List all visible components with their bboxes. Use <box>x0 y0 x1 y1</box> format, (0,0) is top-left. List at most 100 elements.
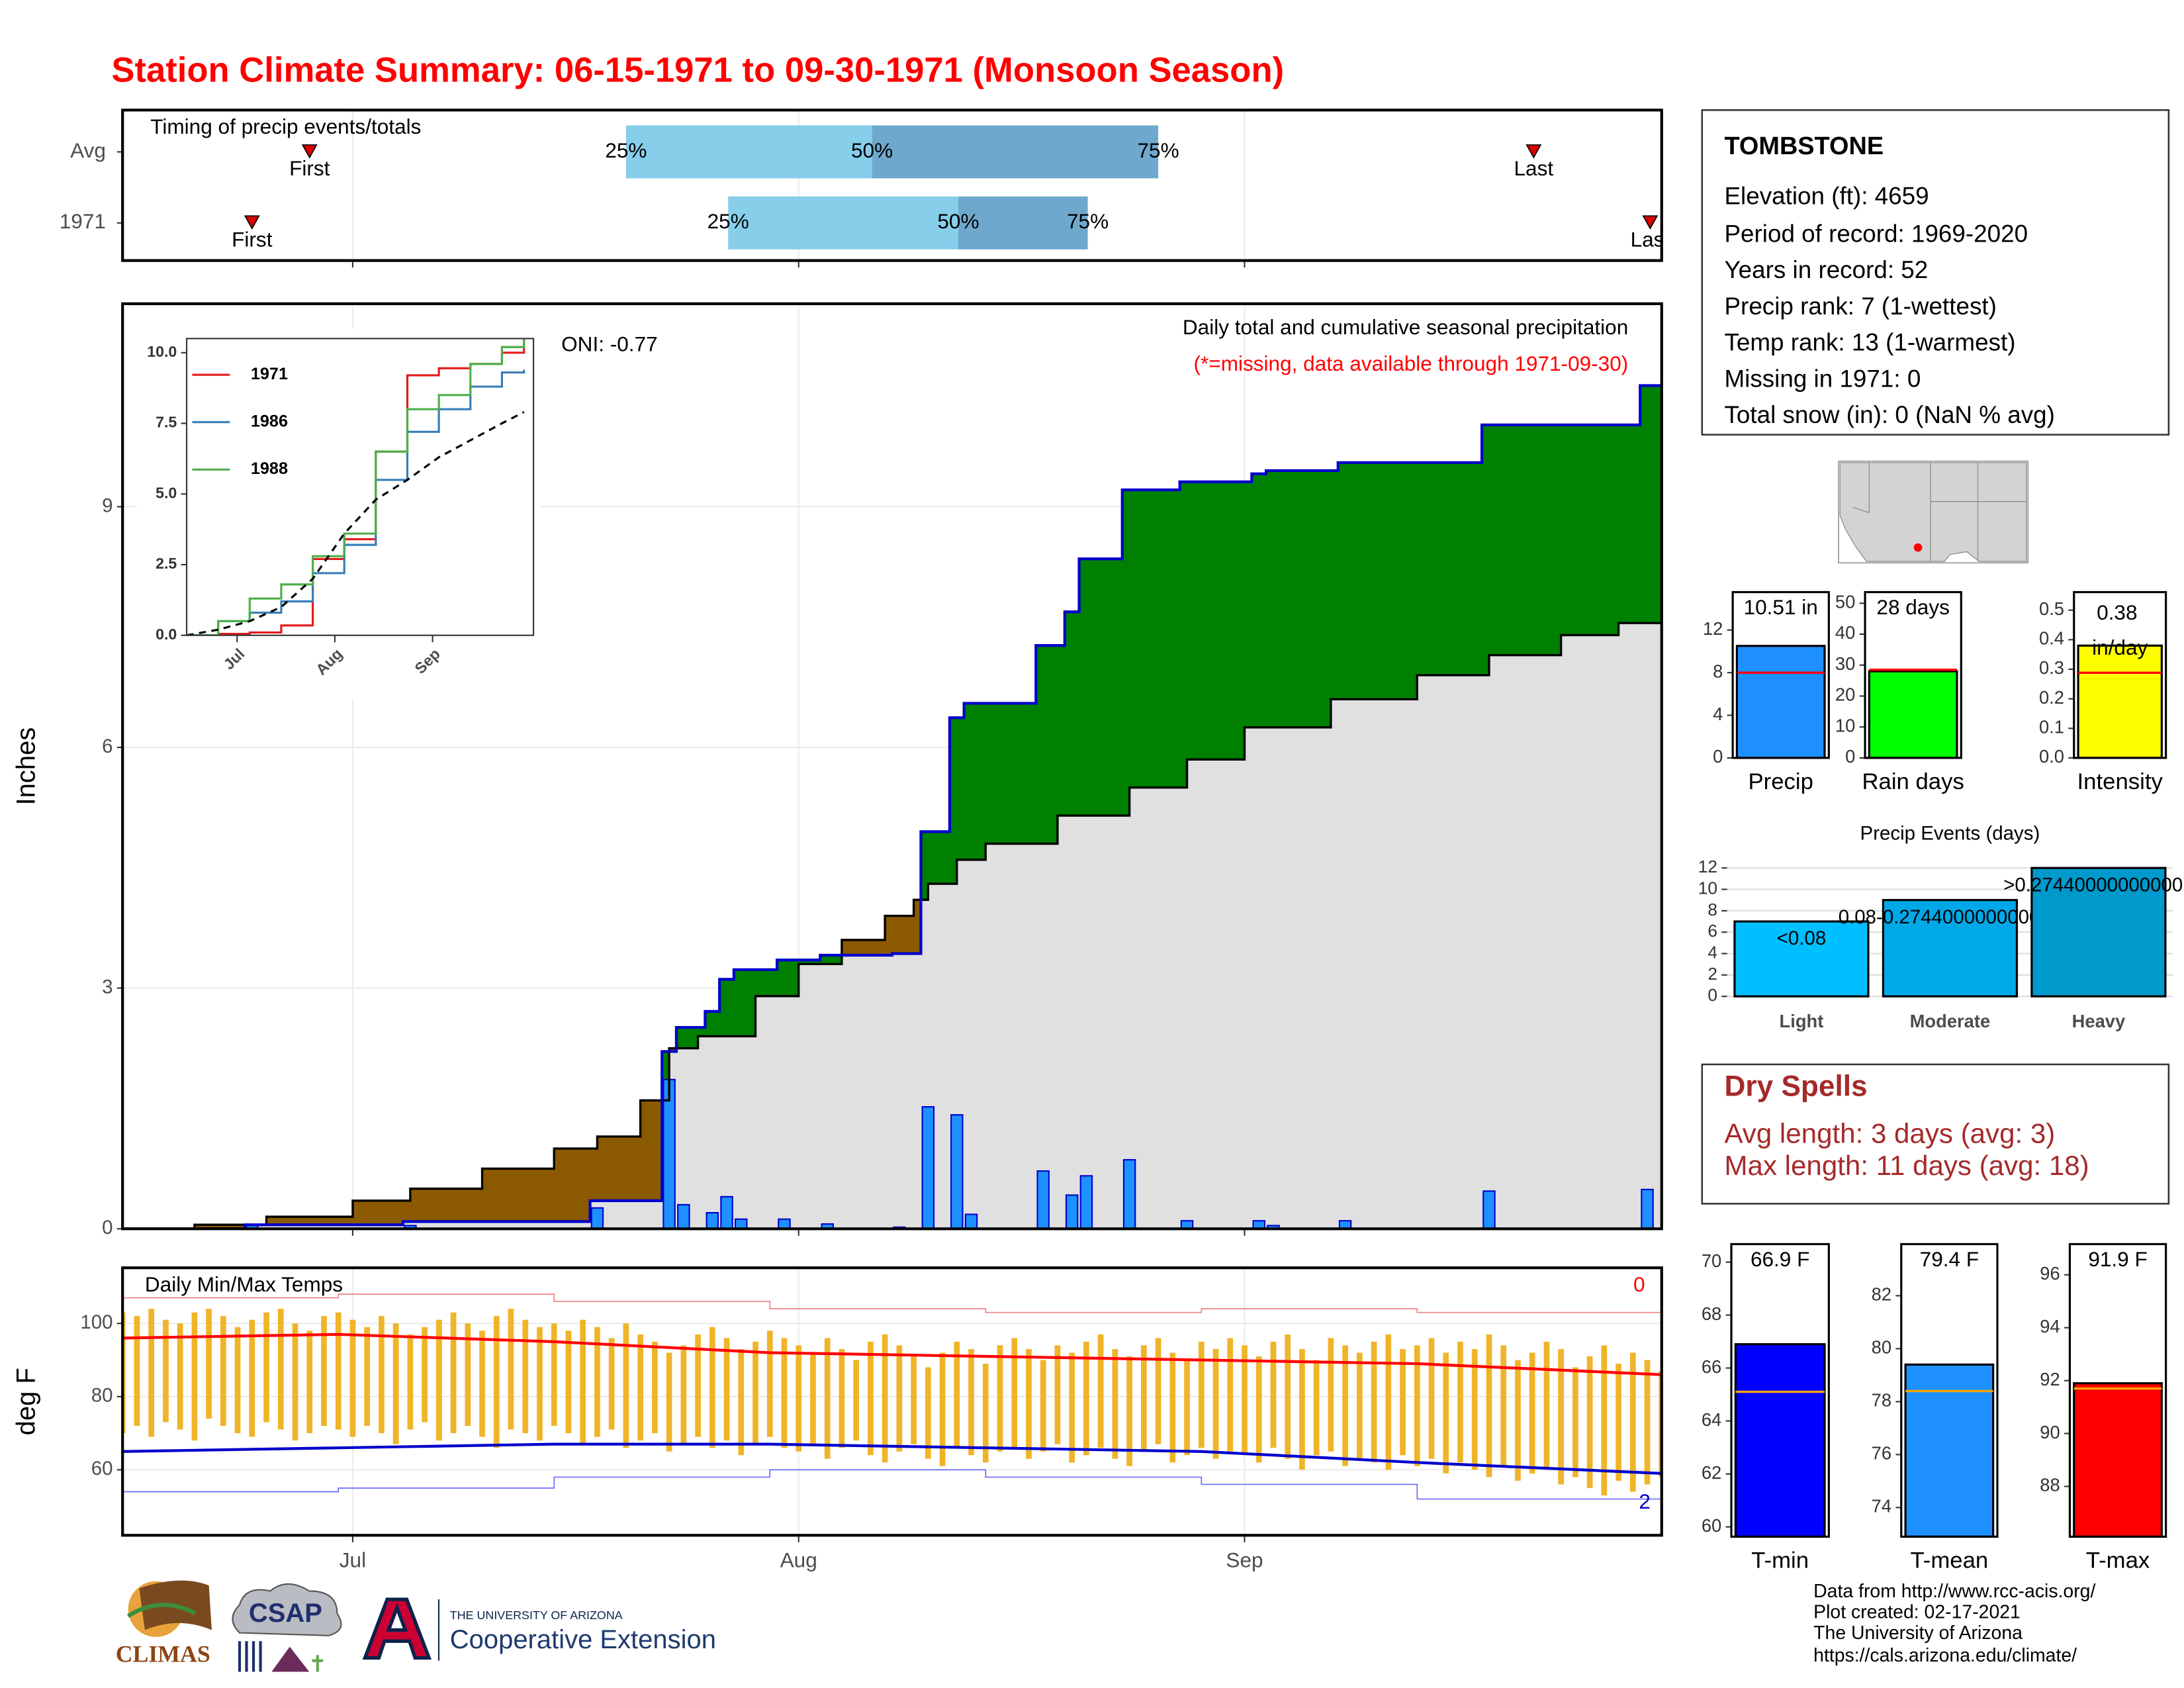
inset-plot <box>187 338 525 635</box>
y-axis-label: deg F <box>12 1368 41 1435</box>
y-axis-label: Inches <box>12 727 41 806</box>
temperature-range-bar <box>896 1345 903 1452</box>
temperature-range-bar <box>1414 1345 1420 1466</box>
temperature-range-bar <box>349 1319 356 1437</box>
y-tick-label: 50 <box>1835 592 1855 612</box>
daily-bar <box>950 1114 964 1229</box>
logo-shape <box>126 1603 197 1618</box>
temperature-range-bar <box>1112 1348 1118 1459</box>
y-tick-label: 78 <box>1872 1390 1891 1411</box>
x-tick-label: Moderate <box>1910 1011 1991 1031</box>
temperature-range-bar <box>594 1327 600 1437</box>
temperature-range-bar <box>580 1319 586 1444</box>
value-label: 0.38 in/day <box>2092 601 2148 660</box>
panel-border <box>2068 1243 2167 1538</box>
temperature-range-bar <box>1212 1348 1219 1459</box>
value-label: 79.4 F <box>1920 1247 1979 1271</box>
temperature-range-bar <box>709 1327 715 1448</box>
temperature-range-bar <box>392 1323 399 1444</box>
temperature-range-bar <box>436 1319 442 1441</box>
y-tick-label: 64 <box>1702 1409 1721 1430</box>
y-tick-label: 70 <box>1702 1250 1721 1271</box>
y-tick-label: 8 <box>1713 661 1723 681</box>
quartile-label: 75% <box>1067 209 1109 233</box>
daily-bar <box>705 1211 719 1229</box>
daily-bar <box>590 1207 604 1229</box>
panel-title: Timing of precip events/totals <box>150 115 421 138</box>
station-dot <box>1913 543 1923 552</box>
temperature-range-bar <box>277 1309 284 1430</box>
climas-logo: CLIMAS <box>116 1580 212 1667</box>
temperature-range-bar <box>1357 1352 1363 1459</box>
temperature-range-bar <box>249 1319 255 1437</box>
y-tick-label: 60 <box>91 1458 113 1479</box>
panel-border <box>1864 590 1962 759</box>
logo-shape <box>238 1641 262 1672</box>
temperature-range-bar <box>148 1309 155 1437</box>
event-marker <box>301 144 318 159</box>
temperature-range-bar <box>1515 1360 1521 1481</box>
event-marker <box>244 215 260 230</box>
temperature-range-bar <box>1543 1341 1550 1470</box>
footer-line: The University of Arizona <box>1813 1622 2023 1644</box>
daily-bar <box>735 1218 748 1229</box>
temperature-range-bar <box>1644 1360 1651 1485</box>
y-tick-label: 40 <box>1835 622 1855 643</box>
event-label: First <box>289 156 330 180</box>
temperature-range-bar <box>695 1334 701 1437</box>
inset-border <box>185 338 535 636</box>
y-tick-label: 2.5 <box>156 555 177 572</box>
y-tick-label: 0.1 <box>2039 717 2064 737</box>
y-tick-label: 0.4 <box>2039 628 2064 649</box>
temperature-range-bar <box>1169 1352 1176 1463</box>
station-line: Years in record: 52 <box>1724 256 1928 283</box>
temperature-range-bar <box>1227 1338 1234 1452</box>
x-tick-label: Sep <box>1226 1548 1263 1572</box>
temperature-range-bar <box>321 1316 327 1427</box>
y-tick-label: 4 <box>1707 942 1717 962</box>
y-tick-label: 68 <box>1702 1303 1721 1324</box>
temperature-panel: 60 80 100 Jul Aug Sep Daily Min/Max Temps 0 2 deg… <box>12 1266 1663 1572</box>
footer-line: https://cals.arizona.edu/climate/ <box>1813 1645 2077 1666</box>
quartile-bar <box>728 196 958 250</box>
dry-spells-title: Dry Spells <box>1724 1070 1867 1102</box>
y-tick-label: 5.0 <box>156 484 177 501</box>
temperature-range-bar <box>537 1327 543 1441</box>
csap-logo: CSAP <box>232 1583 342 1672</box>
temperature-range-bar <box>1601 1345 1608 1496</box>
bar <box>1734 1343 1826 1538</box>
summary-bar-chart: 0.0 0.1 0.2 0.3 0.4 0.5 0.38 in/day Intensity <box>2039 590 2167 794</box>
y-tick-label: 62 <box>1702 1462 1721 1483</box>
quartile-label: 25% <box>707 209 749 233</box>
temperature-line <box>122 1333 1662 1376</box>
temperature-range-bar <box>882 1334 888 1463</box>
temperature-range-bar <box>134 1316 140 1427</box>
daily-bar <box>1036 1170 1050 1229</box>
temperature-range-bar <box>1054 1345 1061 1444</box>
map-land <box>1839 462 2027 562</box>
y-tick-label: 0 <box>1707 985 1717 1005</box>
series-line <box>187 411 525 635</box>
bar <box>2030 867 2167 998</box>
range-label: >0.274400000000001 <box>2003 874 2184 896</box>
temperature-range-bar <box>565 1331 572 1434</box>
temperature-range-bar <box>1083 1341 1089 1456</box>
bar <box>1735 645 1826 759</box>
y-tick-label: 0.5 <box>2039 598 2064 619</box>
temperature-range-bar <box>551 1323 557 1427</box>
temperature-range-bar <box>810 1352 816 1444</box>
legend-label: 1971 <box>251 365 288 383</box>
temperature-range-bar <box>1500 1345 1507 1466</box>
y-tick-label: 8 <box>1707 900 1717 919</box>
temperature-range-bar <box>868 1341 874 1456</box>
observed-line <box>122 384 1662 1229</box>
event-label: Last <box>1631 227 1670 251</box>
y-tick-label: 96 <box>2040 1263 2060 1284</box>
temperature-range-bar <box>1371 1341 1377 1463</box>
summary-bar-chart: 0 4 8 12 10.51 in Precip <box>1703 590 1830 794</box>
temperature-range-bar <box>608 1338 615 1430</box>
temperature-range-bar <box>766 1331 773 1437</box>
category-label: Rain days <box>1862 769 1964 794</box>
bar <box>2073 1382 2163 1538</box>
